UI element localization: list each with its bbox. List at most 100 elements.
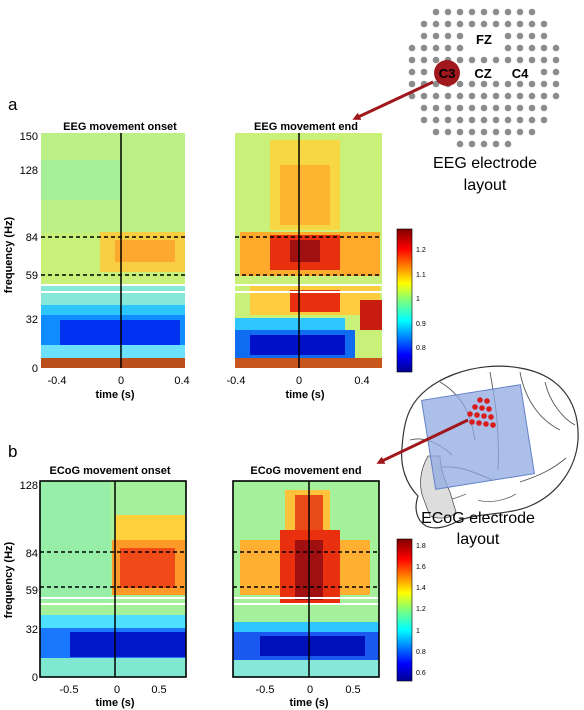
electrode-dot [468,8,476,16]
panel-b-colorbar-ticks: 1.8 1.6 1.4 1.2 1 0.8 0.6 [416,543,426,677]
ecog-layout-caption-2: layout [457,531,500,548]
ecog-electrode-dots [467,397,496,428]
electrode-dot [444,92,452,100]
panel-a-ytick: 128 [20,165,38,177]
eeg-arrow [352,80,434,120]
panel-b-cbar-tick: 1.8 [416,543,426,550]
electrode-dot [420,68,428,76]
electrode-dot [492,20,500,28]
ecog-layout-caption-1: ECoG electrode [421,510,535,527]
electrode-dot [408,80,416,88]
panel-a-ytick: 150 [20,131,38,143]
ecog-electrode-dot [467,411,473,417]
panel-b-colorbar [396,538,413,682]
electrode-dot [540,104,548,112]
electrode-dot [528,92,536,100]
panel-a-colorbar [396,228,413,373]
panel-a-right-xtick: 0 [296,375,302,387]
electrode-dot [456,92,464,100]
panel-a-ylabel: frequency (Hz) [3,216,15,293]
electrode-dot [480,80,488,88]
panel-b-left-xtick: 0.5 [151,684,166,696]
panel-b-ytick: 0 [32,672,38,684]
electrode-dot [456,104,464,112]
eeg-layout-caption-1: EEG electrode [433,155,537,172]
electrode-dot [504,56,512,64]
electrode-dot [468,116,476,124]
eeg-layout-caption-2: layout [464,177,507,194]
electrode-dot [468,56,476,64]
panel-a-right-xtick: 0.4 [354,375,369,387]
electrode-dot [540,44,548,52]
electrode-dot [528,8,536,16]
panel-b-right-xtick: 0.5 [345,684,360,696]
electrode-dot [540,32,548,40]
ecog-electrode-dot [483,421,489,427]
panel-b-cbar-tick: 1.4 [416,585,426,592]
electrode-dot [432,20,440,28]
electrode-dot [408,44,416,52]
panel-a-ytick: 32 [26,314,38,326]
panel-b-ytick: 128 [20,480,38,492]
electrode-dot [420,116,428,124]
panel-b-cbar-tick: 1.2 [416,606,426,613]
electrode-dot [420,104,428,112]
panel-a-cbar-tick: 0.9 [416,321,426,328]
panel-b-right-xtick: 0 [307,684,313,696]
electrode-dot [432,104,440,112]
electrode-dot [420,32,428,40]
electrode-dot [420,92,428,100]
panel-a-cbar-tick: 0.8 [416,345,426,352]
electrode-dot [432,32,440,40]
heatmap-ecog-onset [40,481,186,677]
panel-a-right-xlabel: time (s) [285,389,324,401]
heatmap-ecog-end [233,481,379,677]
panel-b-right-xlabel: time (s) [289,697,328,709]
panel-b-guides [39,480,380,678]
panel-b-yticks: 128 84 59 32 0 [20,480,38,684]
electrode-dot [456,128,464,136]
electrode-dot [516,128,524,136]
electrode-dot [552,56,560,64]
ecog-grid [421,384,535,490]
electrode-dot [516,116,524,124]
ecog-electrode-dot [488,414,494,420]
panel-b-ytick: 84 [26,548,38,560]
ecog-electrode-dot [486,406,492,412]
electrode-dot [504,20,512,28]
panel-a-left-xtick: 0.4 [174,375,189,387]
electrode-dot [504,44,512,52]
electrode-label: FZ [476,32,492,47]
electrode-dot [432,80,440,88]
electrode-dot [444,44,452,52]
electrode-dot [516,8,524,16]
electrode-dot [528,32,536,40]
ecog-electrode-dot [469,419,475,425]
ecog-electrode-dot [479,405,485,411]
panel-a-right-title: EEG movement end [254,121,358,133]
electrode-dot [492,8,500,16]
electrode-dot [504,140,512,148]
panel-b-ylabel: frequency (Hz) [3,541,15,618]
ecog-electrode-dot [484,398,490,404]
eeg-electrode-grid [408,8,560,148]
electrode-dot [492,128,500,136]
ecog-electrode-dot [476,420,482,426]
panel-a-yticks: 150 128 84 59 32 0 [20,131,38,375]
electrode-dot [516,104,524,112]
electrode-dot [456,32,464,40]
electrode-dot [504,104,512,112]
electrode-dot [480,56,488,64]
electrode-dot [516,80,524,88]
electrode-dot [456,44,464,52]
panel-b-left-xlabel: time (s) [95,697,134,709]
panel-b-left-xtick: -0.5 [60,684,79,696]
electrode-dot [504,8,512,16]
electrode-dot [504,116,512,124]
electrode-dot [516,32,524,40]
electrode-dot [492,116,500,124]
panel-a-left-xtick: 0 [118,375,124,387]
panel-a-left-xtick: -0.4 [48,375,67,387]
electrode-dot [420,44,428,52]
